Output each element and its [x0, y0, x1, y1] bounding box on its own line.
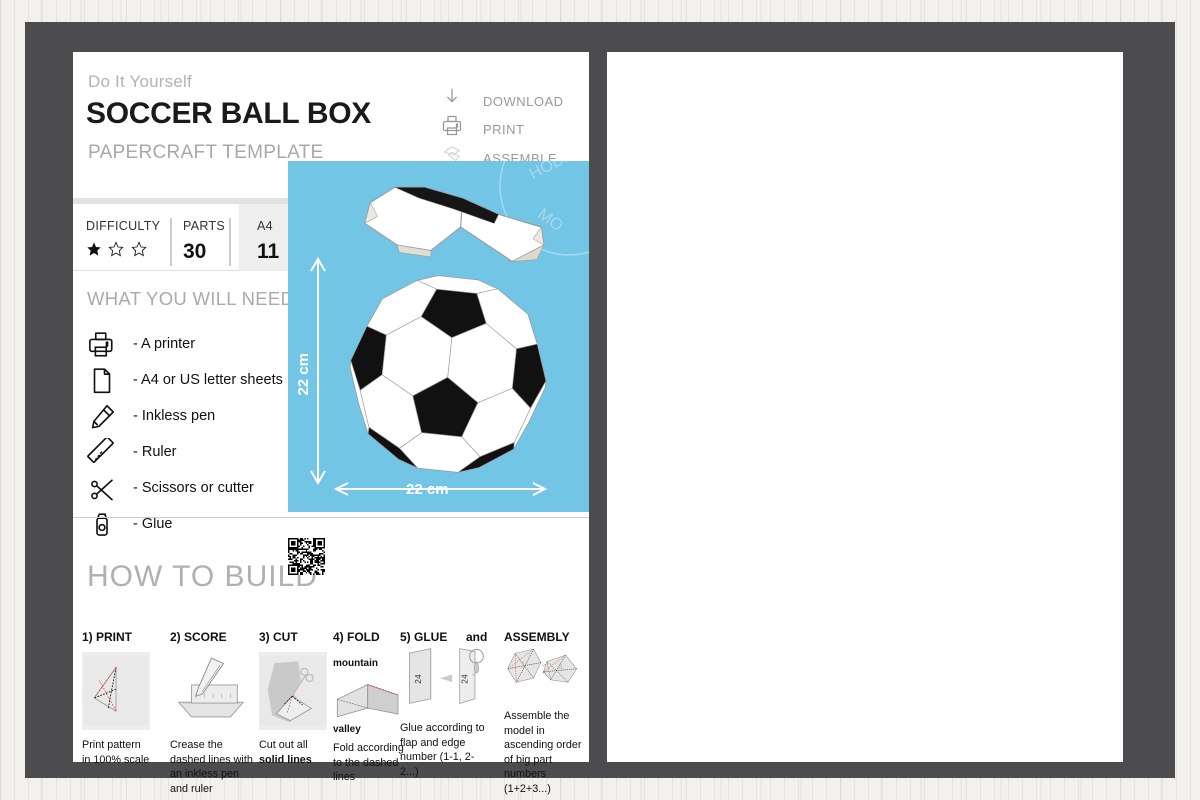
svg-text:4: 4	[558, 663, 563, 672]
svg-text:3: 3	[520, 661, 525, 670]
svg-text:24: 24	[413, 674, 423, 684]
svg-text:24: 24	[459, 674, 469, 684]
